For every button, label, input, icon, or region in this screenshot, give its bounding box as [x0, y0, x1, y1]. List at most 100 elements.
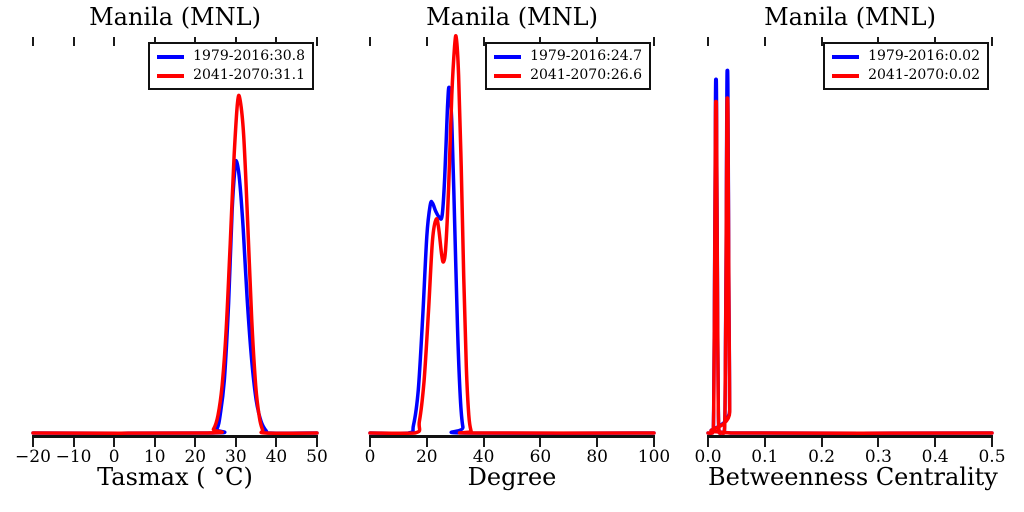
- axis-tick-top: [425, 37, 428, 46]
- x-axis-line: [369, 435, 655, 438]
- legend-row: 1979-2016:0.02: [832, 47, 980, 66]
- axis-tick-top: [32, 37, 34, 46]
- kde-curve-historical: [31, 159, 319, 435]
- axis-tick-bottom: [763, 438, 766, 447]
- legend-line-sample: [494, 73, 522, 78]
- x-axis-label: Tasmax ( °C): [97, 463, 253, 491]
- panel-degree: Manila (MNL) 0 20 40 60 80 100 1979-2016:24.7 2…: [365, 0, 671, 512]
- legend-row: 2041-2070:0.02: [832, 66, 980, 85]
- tick-label: 0: [108, 447, 120, 467]
- legend-row: 2041-2070:31.1: [157, 66, 305, 85]
- axis-tick-bottom: [234, 438, 237, 447]
- legend-label: 1979-2016:30.8: [193, 48, 305, 64]
- axis-tick-top: [153, 37, 156, 46]
- tick-label: 50: [306, 447, 328, 467]
- tick-label: 0.0: [694, 447, 722, 467]
- panel-tasmax: Manila (MNL) −20 −10 0 10 20 30 40 50 1979-2016:…: [15, 0, 328, 512]
- tick-label: 100: [637, 447, 671, 467]
- axis-tick-bottom: [991, 438, 993, 447]
- axis-tick-bottom: [482, 438, 485, 447]
- kde-curves: [31, 93, 319, 435]
- tick-label: 10: [143, 447, 166, 467]
- legend-label: 2041-2070:31.1: [193, 67, 305, 83]
- kde-curves: [368, 34, 656, 435]
- axis-tick-bottom: [153, 438, 156, 447]
- tick-label: 30: [225, 447, 247, 467]
- tick-label: 80: [586, 447, 609, 467]
- panel-title: Manila (MNL): [764, 3, 936, 31]
- legend-label: 2041-2070:26.6: [530, 67, 642, 83]
- axis-tick-top: [820, 37, 823, 46]
- axis-tick-top: [877, 37, 880, 46]
- tick-label: −10: [55, 447, 92, 467]
- axis-tick-bottom: [596, 438, 599, 447]
- axis-tick-top: [369, 37, 371, 46]
- axis-tick-top: [113, 37, 116, 46]
- tick-label: 40: [265, 447, 288, 467]
- kde-curve-future: [368, 34, 656, 435]
- tick-label: 40: [472, 447, 495, 467]
- axis-tick-top: [275, 37, 278, 46]
- legend-label: 1979-2016:24.7: [530, 48, 642, 64]
- axis-tick-top: [707, 37, 709, 46]
- x-axis-label: Degree: [467, 463, 557, 491]
- axis-tick-top: [934, 37, 937, 46]
- legend: 1979-2016:0.02 2041-2070:0.02: [823, 42, 989, 90]
- axis-tick-top: [72, 37, 75, 46]
- x-axis-line: [32, 435, 318, 438]
- tick-label: 0.1: [751, 447, 779, 467]
- axis-tick-top: [596, 37, 599, 46]
- panel-title: Manila (MNL): [426, 3, 598, 31]
- legend: 1979-2016:30.8 2041-2070:31.1: [148, 42, 314, 90]
- tick-label: 20: [184, 447, 207, 467]
- tick-label: 20: [415, 447, 438, 467]
- axis-tick-top: [653, 37, 655, 46]
- tick-label: 0: [364, 447, 376, 467]
- kde-curve-future: [31, 93, 319, 435]
- axis-tick-bottom: [539, 438, 542, 447]
- tick-label: 0.5: [978, 447, 1006, 467]
- axis-tick-bottom: [707, 438, 709, 447]
- panel-betweenness: Manila (MNL) 0.0 0.1 0.2 0.3 0.4 0.5 1979-2016…: [694, 0, 1006, 512]
- tick-label: 0.2: [808, 447, 836, 467]
- axis-tick-bottom: [113, 438, 116, 447]
- legend-line-sample: [157, 73, 185, 78]
- axis-tick-bottom: [425, 438, 428, 447]
- axis-tick-bottom: [316, 438, 318, 447]
- axis-tick-bottom: [194, 438, 197, 447]
- tick-label: −20: [15, 447, 51, 467]
- legend-label: 2041-2070:0.02: [868, 67, 980, 83]
- legend-row: 1979-2016:24.7: [494, 47, 642, 66]
- axis-tick-top: [763, 37, 766, 46]
- legend-line-sample: [832, 73, 860, 78]
- legend-line-sample: [494, 54, 522, 59]
- axis-tick-top: [991, 37, 993, 46]
- legend-label: 1979-2016:0.02: [868, 48, 980, 64]
- x-axis-line: [707, 435, 993, 438]
- legend-line-sample: [832, 54, 860, 59]
- kde-curve-historical: [706, 68, 994, 435]
- legend-line-sample: [157, 54, 185, 59]
- axis-tick-bottom: [877, 438, 880, 447]
- plot-area-tasmax: −20 −10 0 10 20 30 40 50 1979-2016:30.8 2041-2070…: [15, 37, 328, 467]
- axis-tick-bottom: [934, 438, 937, 447]
- plot-area-betweenness: 0.0 0.1 0.2 0.3 0.4 0.5 1979-2016:0.02 2041-207…: [694, 37, 1006, 467]
- tick-label: 0.4: [921, 447, 949, 467]
- legend-row: 1979-2016:30.8: [157, 47, 305, 66]
- axis-tick-bottom: [275, 438, 278, 447]
- axis-tick-bottom: [32, 438, 34, 447]
- kde-curves: [706, 68, 994, 435]
- plot-area-degree: 0 20 40 60 80 100 1979-2016:24.7 2041-2070:26.6: [365, 34, 670, 467]
- axis-tick-top: [234, 37, 237, 46]
- tick-label: 60: [529, 447, 552, 467]
- legend: 1979-2016:24.7 2041-2070:26.6: [485, 42, 651, 90]
- axis-tick-bottom: [369, 438, 371, 447]
- axis-tick-bottom: [820, 438, 823, 447]
- kde-curve-future: [706, 96, 994, 435]
- legend-row: 2041-2070:26.6: [494, 66, 642, 85]
- axis-tick-top: [539, 37, 542, 46]
- axis-tick-bottom: [72, 438, 75, 447]
- kde-curve-historical: [368, 85, 656, 435]
- tick-label: 0.3: [864, 447, 892, 467]
